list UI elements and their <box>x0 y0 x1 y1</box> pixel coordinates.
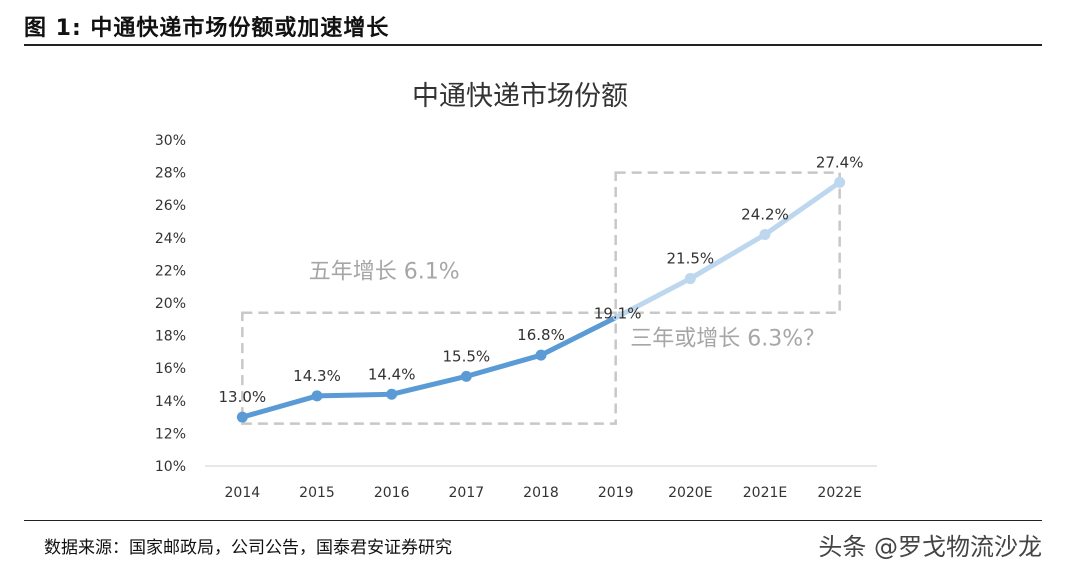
y-tick-label: 12% <box>155 426 186 442</box>
series-line-forecast <box>613 179 843 321</box>
annotation-three-year: 三年或增长 6.3%？ <box>630 326 825 351</box>
annotation-five-year: 五年增长 6.1% <box>309 260 460 285</box>
series-line-actual <box>239 315 619 420</box>
x-tick-label: 2019 <box>598 485 634 501</box>
y-tick-label: 18% <box>155 329 186 345</box>
data-point <box>460 370 472 382</box>
y-axis: 10% 12% 14% 16% 18% 20% 22% 24% 26% 28% 30% <box>155 133 186 475</box>
data-label: 21.5% <box>667 250 715 268</box>
annotation-box-three-year <box>614 171 841 315</box>
y-tick-label: 30% <box>155 133 186 149</box>
data-label: 24.2% <box>741 206 789 224</box>
data-point <box>311 390 323 402</box>
x-tick-label: 2018 <box>523 485 559 501</box>
x-axis: 2014 2015 2016 2017 2018 2019 2020E 2021E 2022E <box>205 465 877 501</box>
data-label: 14.4% <box>368 365 416 383</box>
data-label: 16.8% <box>517 326 565 344</box>
data-label: 14.3% <box>293 367 341 385</box>
figure-title: 图 1: 中通快递市场份额或加速增长 <box>24 16 390 41</box>
x-tick-label: 2015 <box>299 485 335 501</box>
x-tick-label: 2022E <box>817 485 861 501</box>
data-label-layer: 13.0% 14.3% 14.4% 15.5% 16.8% 19.1% 21.5% 24.2%… <box>219 153 864 406</box>
source-note: 数据来源：国家邮政局，公司公告，国泰君安证券研究 <box>44 538 452 558</box>
y-tick-label: 16% <box>155 361 186 377</box>
data-point <box>759 229 771 241</box>
data-label: 27.4% <box>816 153 864 171</box>
y-tick-label: 14% <box>155 394 186 410</box>
series-layer <box>236 176 846 423</box>
market-share-chart: 中通快递市场份额 10% 12% 14% 16% 18% 20% 22% 24% 26% 28% 3… <box>155 81 877 501</box>
x-tick-label: 2017 <box>449 485 485 501</box>
data-label: 13.0% <box>219 388 267 406</box>
x-tick-label: 2016 <box>374 485 410 501</box>
y-tick-label: 10% <box>155 459 186 475</box>
data-point <box>684 273 696 285</box>
y-tick-label: 26% <box>155 198 186 214</box>
x-tick-label: 2020E <box>668 485 712 501</box>
data-label: 19.1% <box>594 305 642 323</box>
data-label: 15.5% <box>443 347 491 365</box>
data-point <box>236 411 248 423</box>
figure-footer: 数据来源：国家邮政局，公司公告，国泰君安证券研究 头条 @罗戈物流沙龙 <box>24 520 1042 569</box>
annotation-layer: 五年增长 6.1% 三年或增长 6.3%？ <box>241 171 841 425</box>
data-point <box>535 349 547 361</box>
chart-title: 中通快递市场份额 <box>412 81 628 112</box>
y-tick-label: 24% <box>155 231 186 247</box>
y-tick-label: 22% <box>155 263 186 279</box>
data-point <box>834 176 846 188</box>
annotation-box-five-year <box>241 311 617 425</box>
y-tick-label: 20% <box>155 296 186 312</box>
x-tick-label: 2021E <box>743 485 787 501</box>
figure-header: 图 1: 中通快递市场份额或加速增长 <box>24 4 1042 46</box>
watermark: 头条 @罗戈物流沙龙 <box>818 533 1042 561</box>
x-tick-label: 2014 <box>225 485 261 501</box>
data-point <box>386 388 398 400</box>
y-tick-label: 28% <box>155 166 186 182</box>
